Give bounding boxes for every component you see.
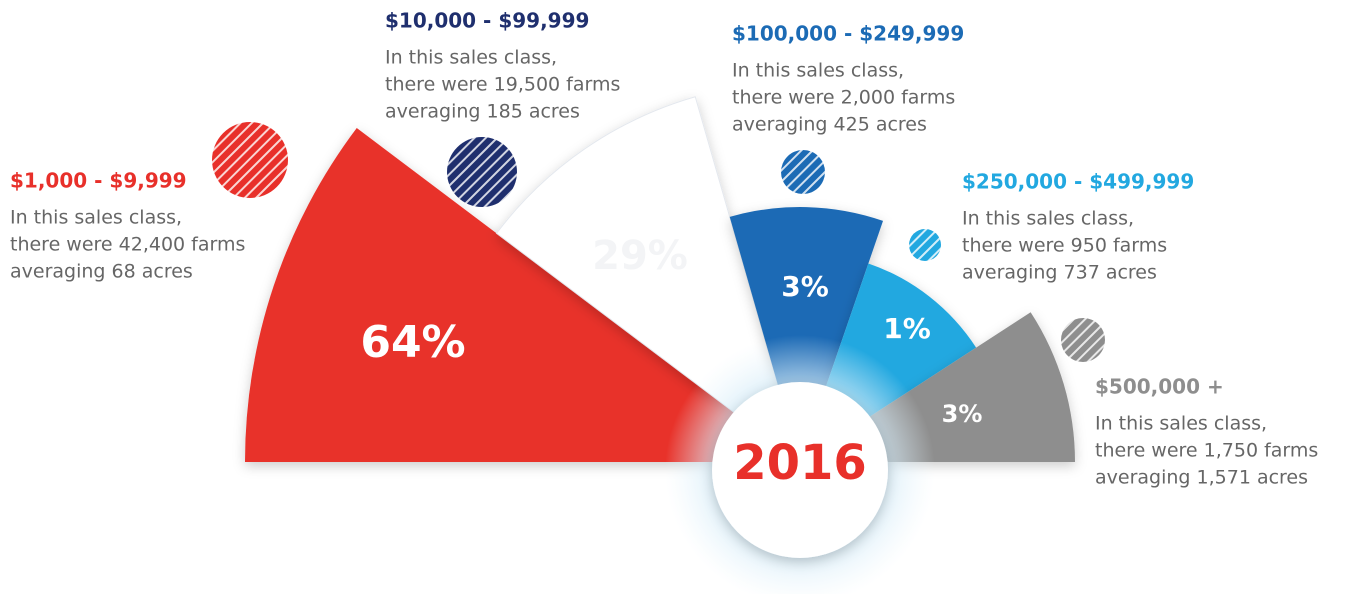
- class-description: In this sales class,: [962, 208, 1134, 230]
- class-title: $500,000 +: [1095, 375, 1224, 399]
- legend-dot: [781, 150, 825, 194]
- class-description: there were 2,000 farms: [732, 87, 955, 109]
- class-description: averaging 68 acres: [10, 261, 193, 283]
- percent-label: 3%: [942, 400, 983, 428]
- class-title: $10,000 - $99,999: [385, 9, 589, 33]
- class-description: In this sales class,: [732, 60, 904, 82]
- class-description: there were 950 farms: [962, 235, 1167, 257]
- class-description: In this sales class,: [385, 47, 557, 69]
- overlay: $1,000 - $9,999 In this sales class, there…: [10, 9, 1318, 598]
- legend-dot: [447, 137, 517, 207]
- class-description: averaging 737 acres: [962, 262, 1157, 284]
- legend-dot: [1061, 318, 1105, 362]
- wedge: [245, 127, 800, 462]
- class-description: there were 1,750 farms: [1095, 440, 1318, 462]
- percent-label: 29%: [592, 233, 688, 279]
- class-description: there were 42,400 farms: [10, 234, 245, 256]
- class-description: In this sales class,: [1095, 413, 1267, 435]
- wedges: 64% 29% 3% 1% 3%: [245, 96, 1075, 464]
- percent-label: 3%: [781, 270, 829, 303]
- percent-label: 64%: [360, 317, 465, 368]
- class-description: averaging 185 acres: [385, 101, 580, 123]
- percent-label: 1%: [883, 312, 931, 345]
- class-description: there were 19,500 farms: [385, 74, 620, 96]
- legend-dot: [212, 122, 288, 198]
- center-disc: [712, 382, 888, 558]
- class-description: averaging 425 acres: [732, 114, 927, 136]
- class-title: $250,000 - $499,999: [962, 170, 1194, 194]
- class-description: averaging 1,571 acres: [1095, 467, 1308, 489]
- class-title: $100,000 - $249,999: [732, 22, 964, 46]
- legend-dot: [909, 229, 941, 261]
- class-description: In this sales class,: [10, 207, 182, 229]
- wedge: [729, 206, 884, 462]
- center-label: 2016: [733, 435, 867, 491]
- class-title: $1,000 - $9,999: [10, 169, 187, 193]
